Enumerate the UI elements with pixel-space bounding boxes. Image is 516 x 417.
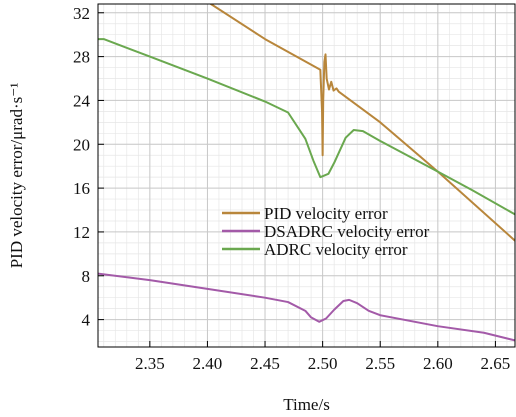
y-tick-label: 12 xyxy=(73,223,90,242)
y-tick-label: 20 xyxy=(73,135,90,154)
y-tick-label: 28 xyxy=(73,48,90,67)
series-layer xyxy=(98,4,515,342)
y-axis-label: PID velocity error/μrad·s⁻¹ xyxy=(7,83,26,269)
x-tick-label: 2.40 xyxy=(193,354,223,373)
y-tick-label: 24 xyxy=(73,91,91,110)
y-tick-label: 32 xyxy=(73,4,90,23)
x-tick-label: 2.35 xyxy=(135,354,165,373)
legend-label-1: DSADRC velocity error xyxy=(264,222,430,241)
plot-frame xyxy=(97,3,516,348)
grid xyxy=(98,4,515,347)
x-tick-label: 2.65 xyxy=(481,354,511,373)
legend-label-2: ADRC velocity error xyxy=(264,240,408,259)
series-line-1 xyxy=(98,272,515,342)
x-tick-label: 2.55 xyxy=(365,354,395,373)
x-tick-label: 2.45 xyxy=(250,354,280,373)
y-tick-label: 4 xyxy=(82,311,91,330)
series-line-0 xyxy=(209,4,515,242)
y-tick-label: 16 xyxy=(73,179,90,198)
ticks: 2.35 2.40 2.45 2.50 2.55 2.60 2.65 4 8 12 16 20 24 28… xyxy=(73,4,510,373)
legend-label-0: PID velocity error xyxy=(264,204,388,223)
x-axis-label: Time/s xyxy=(283,395,330,414)
series-line-2 xyxy=(98,38,515,216)
x-tick-label: 2.50 xyxy=(308,354,338,373)
y-tick-label: 8 xyxy=(82,267,91,286)
x-tick-label: 2.60 xyxy=(423,354,453,373)
